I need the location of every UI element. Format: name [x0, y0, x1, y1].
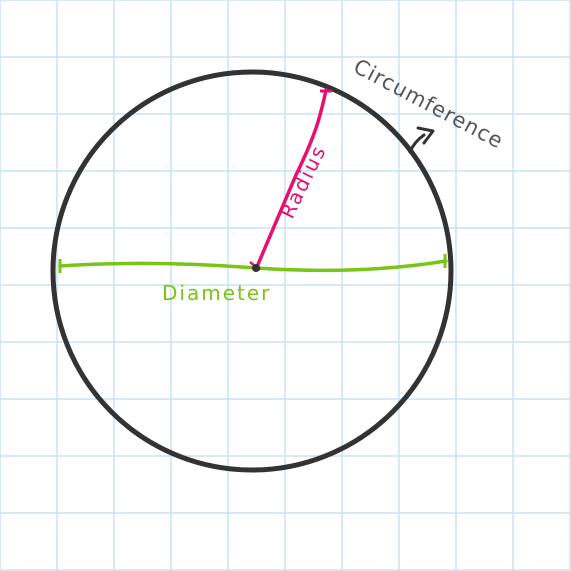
circumference-arrow-line	[408, 133, 426, 154]
radius-line	[254, 88, 328, 271]
circumference-arrow-head	[416, 126, 435, 145]
diameter-label: Diameter	[162, 281, 271, 305]
circle-outline	[50, 69, 454, 473]
radius-label: Radius	[275, 141, 331, 223]
center-point	[252, 264, 260, 272]
